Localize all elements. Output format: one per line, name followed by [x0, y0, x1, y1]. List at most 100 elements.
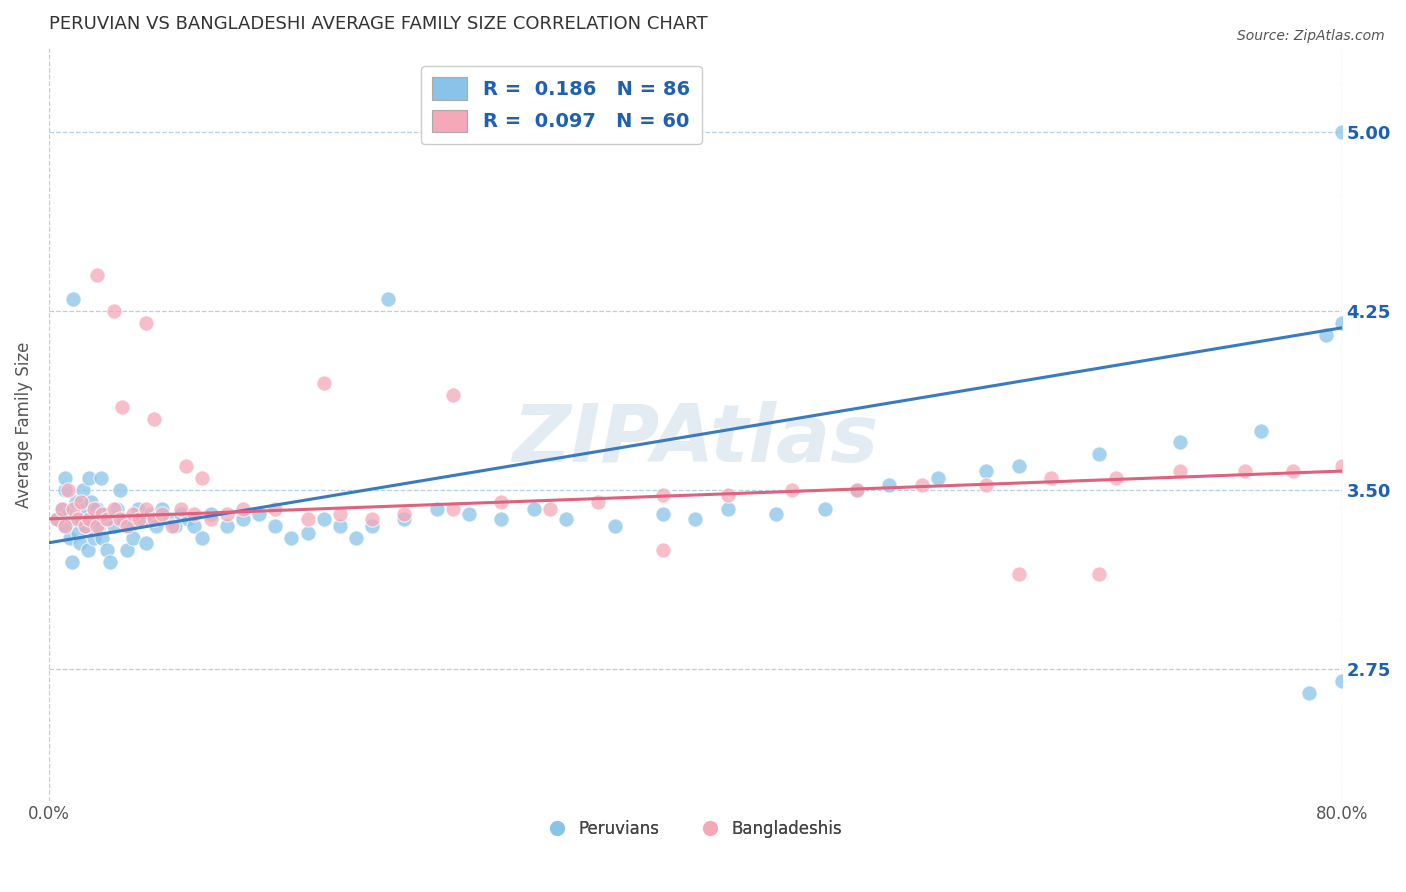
Point: [491, 495, 513, 509]
Point: [103, 519, 125, 533]
Point: [170, 507, 193, 521]
Point: [177, 512, 200, 526]
Point: [160, 519, 183, 533]
Point: [652, 507, 675, 521]
Point: [82, 512, 104, 526]
Point: [652, 542, 675, 557]
Point: [91, 531, 114, 545]
Point: [65, 495, 87, 509]
Point: [79, 471, 101, 485]
Point: [131, 512, 153, 526]
Point: [176, 459, 198, 474]
Point: [426, 502, 449, 516]
Point: [67, 526, 90, 541]
Point: [264, 519, 287, 533]
Point: [297, 512, 319, 526]
Point: [79, 512, 101, 526]
Point: [170, 502, 193, 516]
Point: [523, 502, 546, 516]
Point: [93, 507, 115, 521]
Point: [111, 400, 134, 414]
Point: [191, 531, 214, 545]
Point: [974, 464, 997, 478]
Point: [83, 502, 105, 516]
Point: [80, 495, 103, 509]
Point: [51, 502, 73, 516]
Point: [145, 519, 167, 533]
Point: [60, 555, 83, 569]
Point: [297, 526, 319, 541]
Point: [70, 512, 93, 526]
Point: [76, 542, 98, 557]
Point: [94, 512, 117, 526]
Point: [491, 512, 513, 526]
Point: [86, 268, 108, 283]
Point: [927, 471, 949, 485]
Point: [143, 512, 166, 526]
Point: [73, 502, 96, 516]
Point: [814, 502, 837, 516]
Point: [53, 519, 76, 533]
Point: [105, 502, 128, 516]
Point: [1315, 328, 1337, 343]
Point: [53, 471, 76, 485]
Point: [877, 478, 900, 492]
Point: [75, 519, 97, 533]
Point: [538, 502, 561, 516]
Point: [232, 512, 254, 526]
Point: [128, 512, 150, 526]
Point: [652, 488, 675, 502]
Point: [118, 519, 141, 533]
Point: [264, 502, 287, 516]
Point: [191, 471, 214, 485]
Point: [1007, 566, 1029, 581]
Point: [215, 507, 238, 521]
Point: [91, 507, 114, 521]
Point: [86, 502, 108, 516]
Point: [72, 483, 94, 498]
Point: [87, 519, 110, 533]
Point: [157, 512, 180, 526]
Point: [135, 316, 157, 330]
Point: [361, 519, 384, 533]
Point: [73, 519, 96, 533]
Point: [69, 535, 91, 549]
Point: [96, 512, 118, 526]
Point: [183, 507, 205, 521]
Point: [588, 495, 610, 509]
Point: [115, 519, 138, 533]
Point: [458, 507, 481, 521]
Point: [1233, 464, 1256, 478]
Point: [183, 519, 205, 533]
Point: [1330, 674, 1353, 689]
Text: Source: ZipAtlas.com: Source: ZipAtlas.com: [1237, 29, 1385, 43]
Point: [1330, 125, 1353, 139]
Point: [441, 502, 464, 516]
Point: [59, 531, 82, 545]
Point: [90, 471, 112, 485]
Point: [200, 507, 222, 521]
Point: [139, 507, 162, 521]
Point: [765, 507, 787, 521]
Point: [108, 483, 131, 498]
Point: [53, 483, 76, 498]
Point: [361, 512, 384, 526]
Point: [344, 531, 367, 545]
Point: [910, 478, 932, 492]
Point: [394, 512, 416, 526]
Point: [846, 483, 869, 498]
Point: [1330, 459, 1353, 474]
Point: [115, 542, 138, 557]
Point: [200, 512, 222, 526]
Y-axis label: Average Family Size: Average Family Size: [15, 342, 32, 508]
Point: [1007, 459, 1029, 474]
Point: [63, 512, 86, 526]
Point: [53, 519, 76, 533]
Point: [685, 512, 707, 526]
Point: [1168, 435, 1191, 450]
Point: [1039, 471, 1062, 485]
Point: [135, 502, 157, 516]
Point: [86, 519, 108, 533]
Point: [312, 512, 335, 526]
Point: [1168, 464, 1191, 478]
